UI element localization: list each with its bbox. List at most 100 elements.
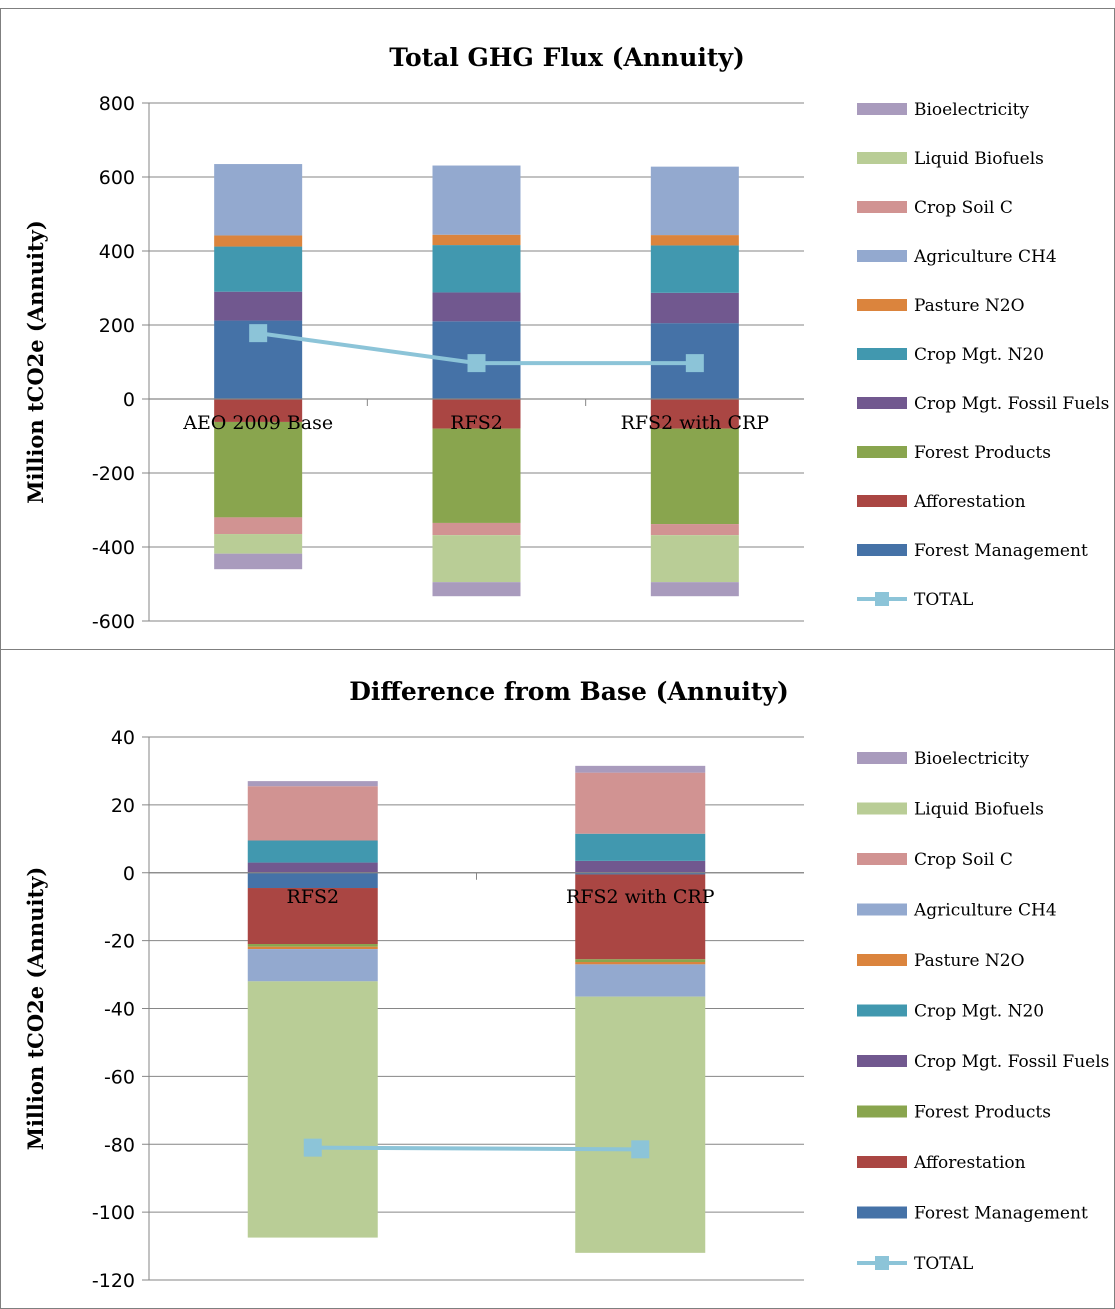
bar-crop-mgt-fossil-fuels-rfs2 (247, 862, 378, 873)
bar-crop-mgt-n20-rfs2 (432, 245, 521, 293)
total-marker-rfs2-with-crp (631, 1140, 650, 1159)
legend-swatch-crop-soil-c (857, 201, 907, 213)
gridlines (149, 736, 804, 1281)
legend-swatch-afforestation (857, 495, 907, 507)
bar-forest-products-aeo-2009-base (214, 421, 303, 518)
y-tick-label: -40 (104, 999, 135, 1021)
y-tick-label: -100 (92, 1202, 135, 1224)
bar-agriculture-ch4-rfs2 (247, 949, 378, 982)
bars (247, 765, 706, 1253)
bar-crop-mgt-fossil-fuels-rfs2-with-crp (575, 860, 706, 873)
bar-crop-mgt-fossil-fuels-aeo-2009-base (214, 291, 303, 321)
total-marker-rfs2 (303, 1138, 322, 1157)
legend-swatch-bioelectricity (857, 103, 907, 115)
legend: Bioelectricity Liquid Biofuels Crop Soil C… (857, 749, 1109, 1274)
bar-agriculture-ch4-rfs2-with-crp (575, 964, 706, 997)
legend-swatch-total-marker (875, 1256, 889, 1270)
y-tick-label: -20 (104, 931, 135, 953)
legend: Bioelectricity Liquid Biofuels Crop Soil C… (857, 100, 1109, 610)
legend-swatch-total-marker (875, 592, 889, 606)
chart-difference-from-base-svg: Difference from Base (Annuity) 40 20 0 -20 -4… (23, 677, 1109, 1292)
legend-label-pasture-n2o: Pasture N2O (914, 951, 1025, 971)
y-axis-label: Million tCO2e (Annuity) (23, 220, 48, 504)
legend-swatch-crop-mgt-n20 (857, 348, 907, 360)
legend-label-agriculture-ch4: Agriculture CH4 (913, 901, 1057, 921)
chart-total-ghg-flux: Total GHG Flux (Annuity) 800 600 400 200 0 -20… (0, 8, 1115, 650)
y-axis-label: Million tCO2e (Annuity) (23, 867, 48, 1151)
bar-crop-soil-c-rfs2-with-crp (650, 524, 739, 536)
legend-swatch-pasture-n2o (857, 954, 907, 966)
total-marker-aeo-2009-base (249, 324, 268, 343)
category-label: RFS2 with CRP (621, 412, 770, 434)
bar-crop-mgt-n20-rfs2-with-crp (650, 245, 739, 293)
bar-bioelectricity-rfs2-with-crp (575, 765, 706, 773)
y-tick-label: 0 (123, 389, 135, 411)
legend-label-total: TOTAL (914, 1254, 973, 1274)
category-label: RFS2 (286, 886, 339, 908)
y-tick-label: 0 (123, 863, 135, 885)
legend-swatch-agriculture-ch4 (857, 903, 907, 916)
bar-forest-products-rfs2-with-crp (650, 428, 739, 525)
bar-crop-soil-c-aeo-2009-base (214, 517, 303, 535)
bar-bioelectricity-rfs2 (247, 781, 378, 787)
legend-label-crop-soil-c: Crop Soil C (914, 850, 1013, 870)
legend-swatch-afforestation (857, 1156, 907, 1168)
legend-swatch-forest-products (857, 1105, 907, 1118)
legend-swatch-liquid-biofuels (857, 802, 907, 815)
y-tick-label: 20 (111, 795, 135, 817)
legend-label-liquid-biofuels: Liquid Biofuels (914, 800, 1044, 820)
bar-forest-management-rfs2-with-crp (575, 872, 706, 875)
bars (214, 164, 739, 597)
category-label: RFS2 (450, 412, 503, 434)
total-line (312, 1145, 641, 1152)
legend-label-agriculture-ch4: Agriculture CH4 (913, 247, 1057, 267)
bar-crop-soil-c-rfs2-with-crp (575, 772, 706, 834)
bar-liquid-biofuels-aeo-2009-base (214, 534, 303, 554)
legend-label-afforestation: Afforestation (913, 1153, 1026, 1173)
legend-swatch-forest-management (857, 1206, 907, 1219)
total-marker-rfs2 (467, 354, 486, 373)
legend-swatch-agriculture-ch4 (857, 250, 907, 262)
bar-agriculture-ch4-aeo-2009-base (214, 164, 303, 236)
y-tick-label: -600 (92, 611, 135, 633)
bar-forest-products-rfs2 (432, 428, 521, 523)
bar-afforestation-rfs2 (247, 888, 378, 945)
legend-label-crop-mgt-n20: Crop Mgt. N20 (914, 1002, 1044, 1022)
y-tick-label: -80 (104, 1134, 135, 1156)
legend-label-forest-management: Forest Management (914, 541, 1088, 561)
legend-swatch-pasture-n2o (857, 299, 907, 311)
legend-label-forest-products: Forest Products (914, 1103, 1051, 1123)
total-marker-rfs2-with-crp (685, 354, 704, 373)
legend-label-total: TOTAL (914, 590, 973, 610)
legend-label-forest-products: Forest Products (914, 443, 1051, 463)
bar-pasture-n2o-rfs2 (432, 234, 521, 246)
bar-forest-products-rfs2 (247, 944, 378, 947)
bar-crop-soil-c-rfs2 (432, 522, 521, 536)
bar-liquid-biofuels-rfs2 (247, 981, 378, 1238)
y-tick-label: 800 (99, 93, 135, 115)
legend-label-crop-mgt-fossil-fuels: Crop Mgt. Fossil Fuels (914, 1052, 1109, 1072)
bar-liquid-biofuels-rfs2 (432, 535, 521, 583)
bar-pasture-n2o-rfs2-with-crp (650, 235, 739, 246)
bar-pasture-n2o-aeo-2009-base (214, 235, 303, 247)
legend-swatch-crop-mgt-fossil-fuels (857, 397, 907, 409)
y-tick-label: -400 (92, 537, 135, 559)
bar-forest-products-rfs2-with-crp (575, 959, 706, 963)
bar-crop-mgt-n20-aeo-2009-base (214, 246, 303, 292)
y-tick-label: 600 (99, 167, 135, 189)
bar-agriculture-ch4-rfs2 (432, 165, 521, 235)
bar-agriculture-ch4-rfs2-with-crp (650, 166, 739, 236)
bar-afforestation-rfs2-with-crp (575, 874, 706, 960)
bar-crop-mgt-fossil-fuels-rfs2 (432, 292, 521, 322)
legend-label-pasture-n2o: Pasture N2O (914, 296, 1025, 316)
legend-label-bioelectricity: Bioelectricity (914, 100, 1029, 120)
y-tick-label: -120 (92, 1270, 135, 1292)
bar-crop-soil-c-rfs2 (247, 786, 378, 841)
chart-title: Difference from Base (Annuity) (349, 677, 789, 706)
bar-afforestation-rfs2 (432, 399, 521, 429)
bar-crop-mgt-n20-rfs2-with-crp (575, 833, 706, 861)
bar-afforestation-rfs2-with-crp (650, 399, 739, 429)
chart-title: Total GHG Flux (Annuity) (389, 43, 745, 72)
bar-pasture-n2o-rfs2-with-crp (575, 962, 706, 965)
legend-swatch-crop-soil-c (857, 853, 907, 865)
